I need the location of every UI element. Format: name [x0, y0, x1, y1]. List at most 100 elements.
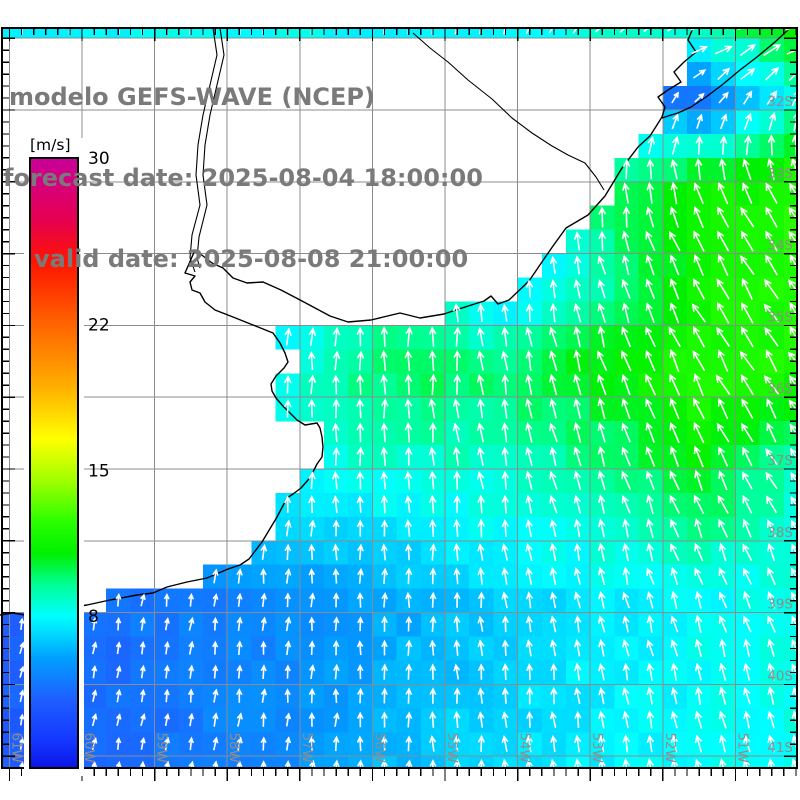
wind-arrow — [669, 445, 680, 467]
wind-arrow — [718, 662, 727, 681]
wind-arrow — [645, 254, 655, 276]
wind-arrow — [692, 325, 706, 348]
lon-tick-label: 51W — [734, 732, 750, 763]
wind-arrow — [453, 349, 462, 372]
wind-arrow — [452, 302, 461, 323]
wind-arrow — [236, 664, 243, 679]
wind-arrow — [764, 278, 779, 300]
wind-arrow — [115, 736, 122, 750]
wind-arrow — [212, 736, 219, 751]
wind-arrow — [741, 301, 754, 324]
wind-arrow — [765, 495, 778, 514]
wind-arrow — [525, 422, 533, 443]
wind-arrow — [694, 758, 702, 768]
wind-arrow — [283, 398, 292, 418]
title-model-line: modelo GEFS-WAVE (NCEP) — [9, 83, 375, 111]
wind-arrow — [716, 422, 730, 443]
wind-arrow — [622, 734, 631, 753]
wind-arrow — [597, 325, 606, 348]
wind-arrow — [767, 134, 776, 156]
wind-arrow — [476, 446, 485, 466]
wind-arrow — [91, 689, 98, 702]
wind-arrow — [164, 712, 170, 727]
wind-arrow — [115, 665, 122, 679]
wind-arrow — [622, 758, 631, 768]
wind-arrow — [714, 45, 733, 55]
wind-arrow — [236, 568, 243, 584]
wind-arrow — [597, 542, 606, 562]
wind-arrow — [691, 303, 707, 323]
lon-tick-label: 58W — [226, 732, 242, 763]
wind-arrow — [115, 688, 122, 703]
wind-arrow — [477, 494, 485, 514]
wind-arrow — [765, 349, 778, 372]
wind-arrow — [284, 664, 291, 679]
wind-arrow — [645, 206, 655, 228]
wind-arrow — [717, 67, 731, 80]
wind-arrow — [404, 373, 413, 395]
wind-arrow — [477, 591, 485, 609]
wind-arrow — [405, 759, 413, 768]
wind-arrow — [452, 422, 461, 443]
wind-arrow — [742, 543, 753, 561]
wind-arrow — [429, 687, 437, 704]
wind-arrow — [477, 567, 485, 585]
wind-arrow — [236, 616, 243, 632]
wind-arrow — [284, 543, 292, 561]
wind-arrow — [743, 710, 751, 729]
wind-arrow — [573, 373, 582, 396]
wind-arrow — [332, 568, 340, 584]
wind-arrow — [693, 182, 704, 205]
wind-arrow — [621, 230, 630, 252]
wind-arrow — [622, 710, 630, 729]
wind-arrow — [621, 422, 631, 443]
lon-tick-label: 59W — [154, 732, 170, 763]
wind-arrow — [163, 664, 170, 679]
wind-arrow — [549, 639, 558, 657]
wind-arrow — [669, 230, 681, 252]
wind-arrow — [477, 518, 486, 538]
wind-arrow — [405, 639, 413, 656]
wind-arrow — [573, 758, 582, 768]
wind-arrow — [767, 591, 776, 609]
wind-arrow — [308, 735, 316, 751]
wind-arrow — [380, 494, 389, 514]
wind-arrow — [671, 135, 680, 155]
wind-arrow — [596, 350, 608, 372]
lat-tick-label: 40S — [767, 668, 793, 684]
wind-arrow — [91, 713, 98, 727]
wind-arrow — [188, 592, 195, 607]
wind-arrow — [646, 542, 654, 562]
wind-arrow — [525, 542, 533, 562]
wind-arrow — [308, 592, 316, 608]
map-frame — [1, 27, 798, 781]
wind-arrow — [308, 568, 316, 584]
wind-arrow — [692, 69, 707, 79]
wind-arrow — [645, 278, 656, 300]
wind-arrow — [308, 640, 316, 656]
wind-arrow — [744, 134, 752, 156]
wind-arrow — [573, 446, 582, 467]
wind-arrow — [332, 663, 340, 680]
wind-arrow — [308, 543, 316, 561]
wind-arrow — [740, 206, 755, 228]
wind-arrow — [525, 591, 534, 609]
wind-arrow — [740, 374, 754, 396]
wind-arrow — [716, 326, 731, 347]
wind-arrow — [767, 662, 775, 681]
wind-arrow — [381, 687, 388, 704]
wind-arrow — [283, 374, 292, 394]
wind-arrow — [694, 662, 703, 681]
wind-arrow — [741, 422, 754, 443]
wind-arrow — [767, 638, 775, 658]
wind-arrow — [428, 349, 437, 372]
wind-arrow — [696, 113, 703, 129]
wind-arrow — [284, 616, 292, 632]
wind-arrow — [525, 349, 534, 371]
wind-arrow — [428, 519, 437, 537]
wind-arrow — [308, 327, 317, 346]
wind-arrow — [332, 398, 341, 419]
wind-arrow — [693, 373, 704, 397]
wave-cell — [2, 756, 10, 768]
wind-arrow — [670, 758, 679, 768]
